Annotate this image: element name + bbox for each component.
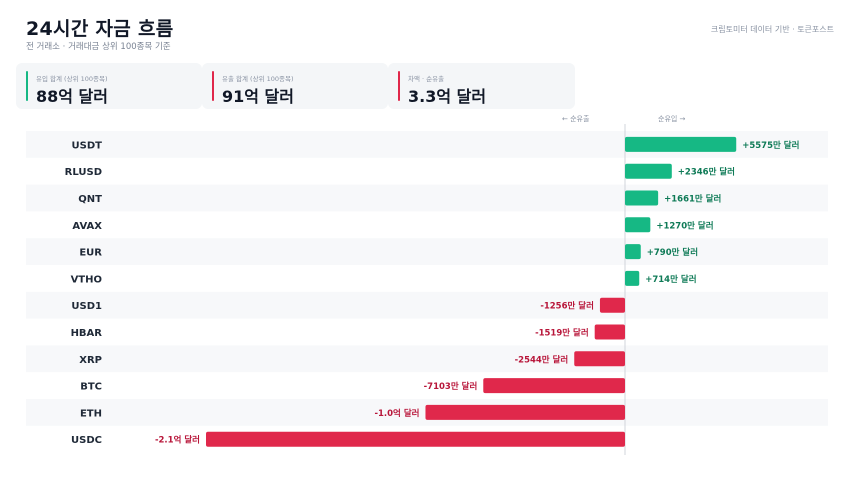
net-flow-value: 3.3억 달러 bbox=[408, 87, 487, 106]
category-label: ETH bbox=[80, 408, 102, 419]
value-label: +1270만 달러 bbox=[656, 220, 713, 231]
inflow-bar bbox=[625, 244, 641, 260]
value-label: +1661만 달러 bbox=[664, 194, 721, 205]
outflow-total-card: 유출 합계 (상위 100종목) 91억 달러 bbox=[202, 63, 388, 109]
category-label: BTC bbox=[80, 382, 102, 393]
outflow-bar bbox=[594, 324, 625, 340]
inflow-bar bbox=[625, 190, 659, 206]
outflow-accent-bar bbox=[212, 71, 214, 101]
inflow-total-label: 유입 합계 (상위 100종목) bbox=[36, 75, 108, 83]
page-subtitle: 전 거래소 · 거래대금 상위 100종목 기준 bbox=[26, 42, 171, 52]
category-label: USDT bbox=[72, 140, 103, 151]
value-label: -1.0억 달러 bbox=[374, 408, 419, 419]
page-title: 24시간 자금 흐름 bbox=[26, 18, 174, 40]
outflow-bar bbox=[425, 404, 625, 420]
net-accent-bar bbox=[398, 71, 400, 101]
category-label: XRP bbox=[79, 355, 102, 366]
row-background bbox=[26, 291, 828, 319]
value-label: -7103만 달러 bbox=[424, 381, 478, 392]
category-label: AVAX bbox=[72, 221, 102, 232]
inflow-bar bbox=[625, 217, 651, 233]
inflow-bar bbox=[625, 136, 737, 152]
outflow-total-value: 91억 달러 bbox=[222, 87, 294, 106]
inflow-bar bbox=[625, 163, 672, 179]
value-label: -2544만 달러 bbox=[515, 354, 569, 365]
category-label: QNT bbox=[78, 194, 102, 205]
row-background bbox=[26, 238, 828, 265]
outflow-bar bbox=[206, 431, 625, 447]
category-label: USDC bbox=[71, 435, 102, 446]
category-label: USD1 bbox=[71, 301, 102, 312]
value-label: +714만 달러 bbox=[645, 274, 696, 285]
row-background bbox=[26, 345, 828, 373]
value-label: +5575만 달러 bbox=[742, 140, 799, 151]
source-note: 크립토미터 데이터 기반 · 토큰포스트 bbox=[710, 25, 834, 34]
outflow-bar bbox=[483, 378, 625, 394]
value-label: +2346만 달러 bbox=[678, 167, 735, 178]
category-label: EUR bbox=[79, 248, 102, 259]
inflow-bar bbox=[625, 270, 640, 286]
net-flow-label: 차액 · 순유출 bbox=[408, 75, 445, 83]
category-label: RLUSD bbox=[65, 167, 102, 178]
inflow-total-card: 유입 합계 (상위 100종목) 88억 달러 bbox=[16, 63, 202, 109]
outflow-total-label: 유출 합계 (상위 100종목) bbox=[222, 75, 294, 83]
inflow-total-value: 88억 달러 bbox=[36, 87, 108, 106]
net-flow-card: 차액 · 순유출 3.3억 달러 bbox=[388, 63, 575, 109]
value-label: -1519만 달러 bbox=[535, 328, 589, 339]
outflow-direction-label: ← 순유출 bbox=[562, 115, 590, 123]
value-label: -2.1억 달러 bbox=[155, 435, 200, 446]
row-background bbox=[26, 184, 828, 212]
category-label: HBAR bbox=[71, 328, 103, 339]
category-label: VTHO bbox=[71, 274, 102, 285]
outflow-bar bbox=[574, 351, 625, 367]
value-label: -1256만 달러 bbox=[540, 301, 594, 312]
inflow-accent-bar bbox=[26, 71, 28, 101]
outflow-bar bbox=[599, 297, 625, 313]
inflow-direction-label: 순유입 → bbox=[658, 115, 686, 123]
value-label: +790만 달러 bbox=[647, 247, 698, 258]
